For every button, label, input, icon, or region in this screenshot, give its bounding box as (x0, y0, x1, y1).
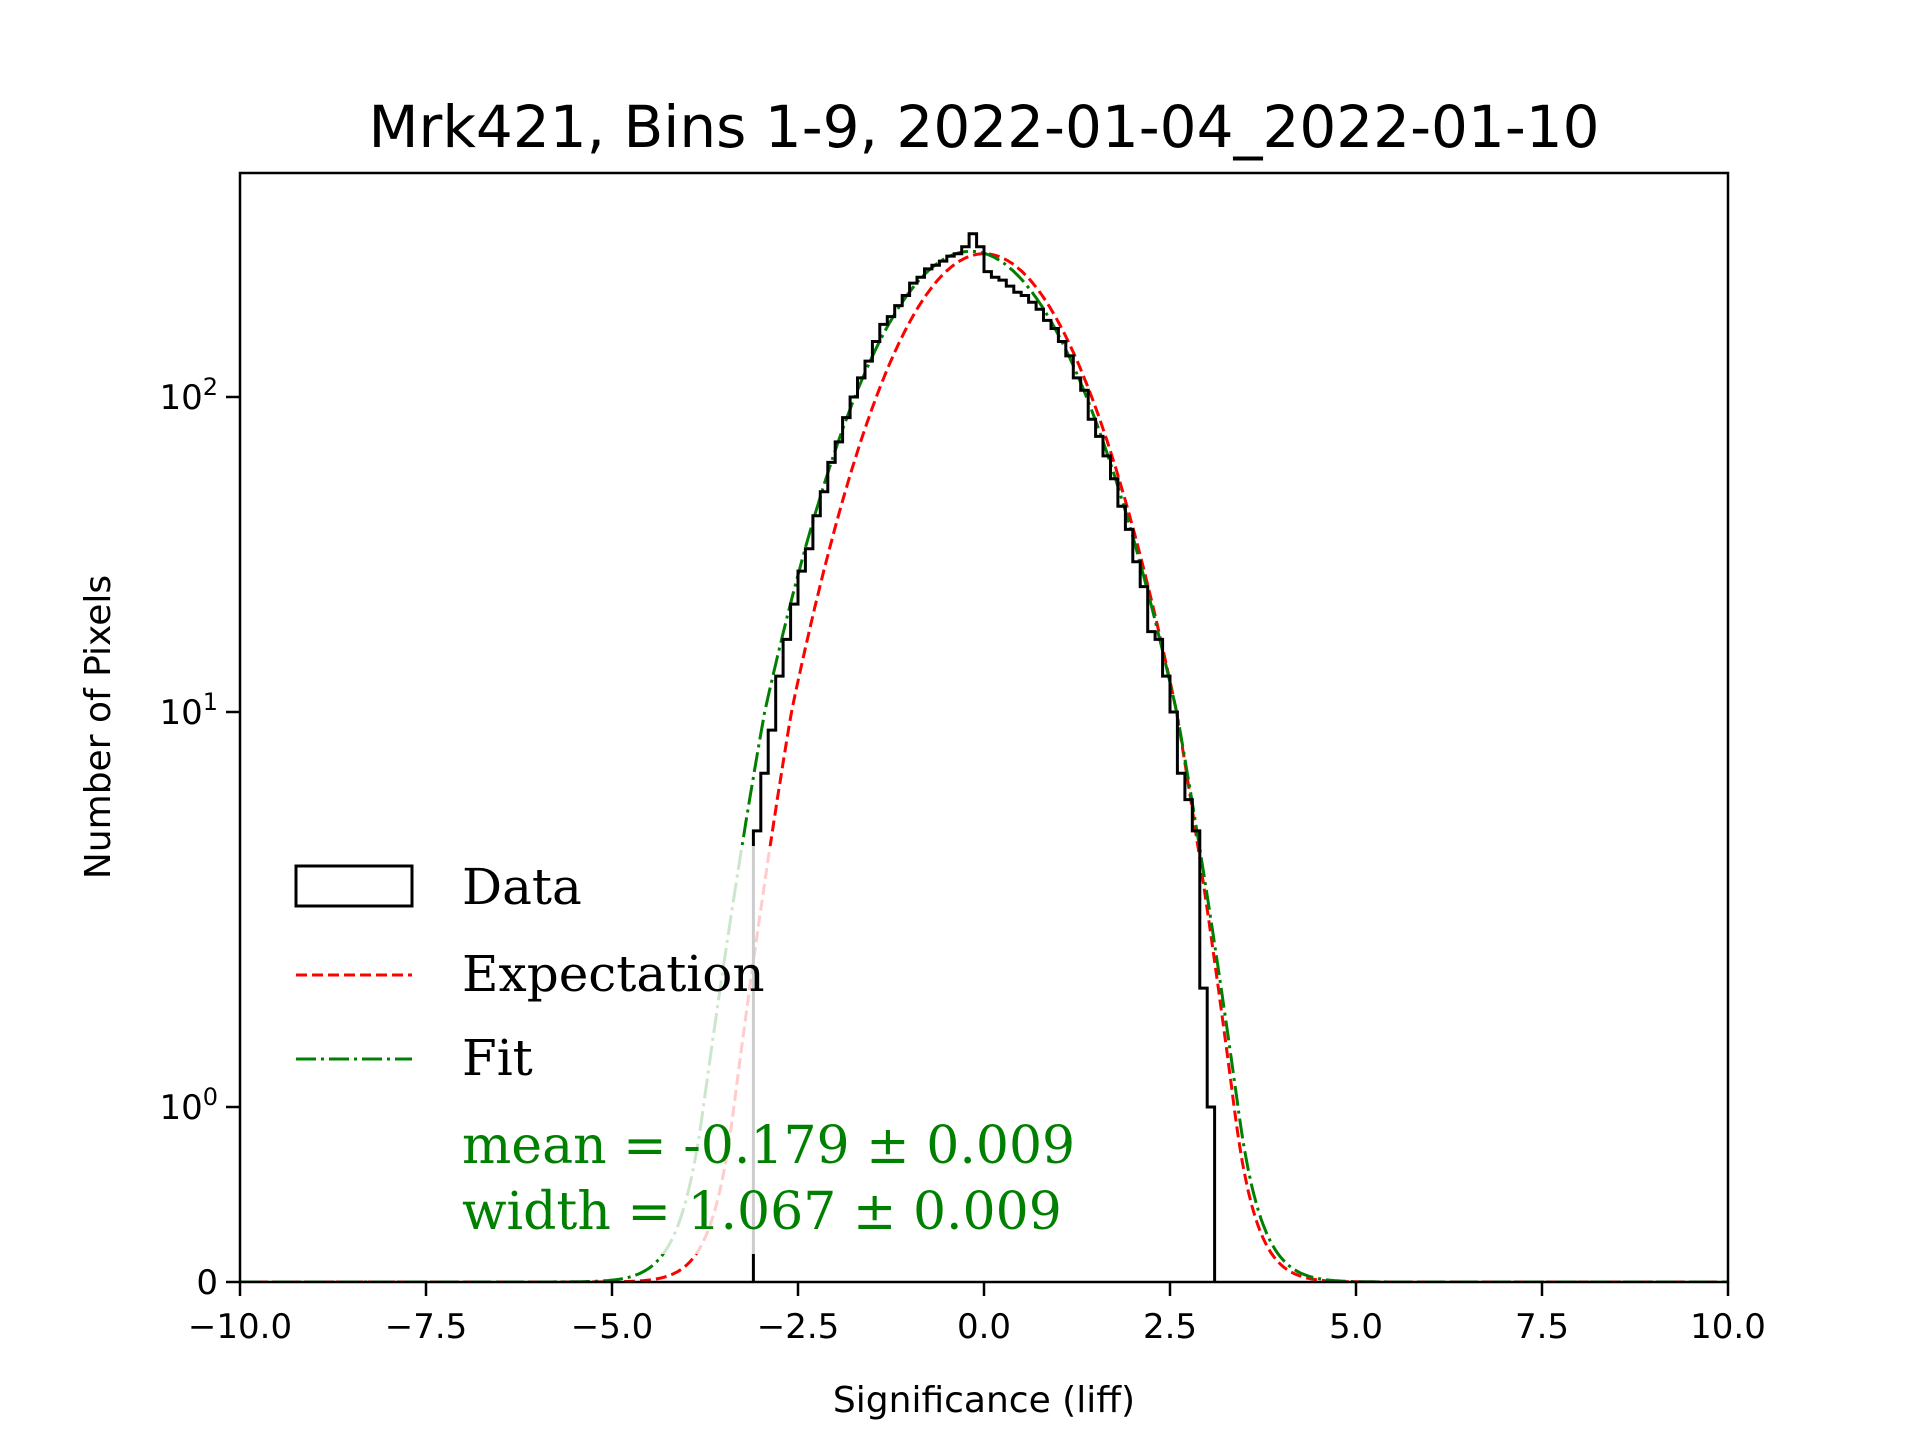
y-tick-label: 102 (159, 373, 218, 418)
x-tick-label: −7.5 (385, 1307, 468, 1347)
legend: Data Expectation Fit mean = -0.179 ± 0.0… (282, 846, 1170, 1254)
legend-label-fit: Fit (462, 1029, 533, 1087)
x-tick-label: −5.0 (571, 1307, 654, 1347)
legend-label-expectation: Expectation (462, 945, 765, 1003)
data-histogram (751, 232, 1217, 1282)
fit-mean-annotation: mean = -0.179 ± 0.009 (462, 1116, 1075, 1176)
histogram-bin (1185, 800, 1192, 1282)
x-axis-ticks: −10.0 −7.5 −5.0 −2.5 0.0 2.5 5.0 7.5 10.0 (188, 1282, 1766, 1347)
histogram-bin (1170, 712, 1177, 1282)
histogram-bin (1177, 773, 1184, 1282)
histogram-bin (1192, 831, 1199, 1282)
fit-width-annotation: width = 1.067 ± 0.009 (462, 1182, 1062, 1242)
x-tick-label: 5.0 (1329, 1307, 1383, 1347)
x-tick-label: −10.0 (188, 1307, 292, 1347)
y-tick-label: 0 (196, 1263, 218, 1303)
x-axis-label: Significance (liff) (833, 1380, 1135, 1421)
histogram-bin (1207, 1107, 1214, 1282)
legend-label-data: Data (462, 858, 582, 916)
y-tick-label: 101 (159, 688, 218, 733)
x-tick-label: 7.5 (1515, 1307, 1569, 1347)
x-tick-label: 2.5 (1143, 1307, 1197, 1347)
plot-area (240, 232, 1728, 1282)
legend-handle-data (294, 864, 414, 908)
y-tick-label: 100 (159, 1083, 218, 1128)
x-tick-label: 0.0 (957, 1307, 1011, 1347)
y-axis-ticks: 0 100 101 102 (159, 373, 240, 1303)
histogram-layer (751, 232, 1217, 1282)
legend-background (282, 846, 1170, 1254)
x-tick-label: −2.5 (757, 1307, 840, 1347)
y-axis-label: Number of Pixels (78, 575, 119, 879)
chart-title: Mrk421, Bins 1-9, 2022-01-04_2022-01-10 (368, 93, 1599, 161)
x-tick-label: 10.0 (1690, 1307, 1766, 1347)
histogram-bin (1200, 988, 1207, 1282)
